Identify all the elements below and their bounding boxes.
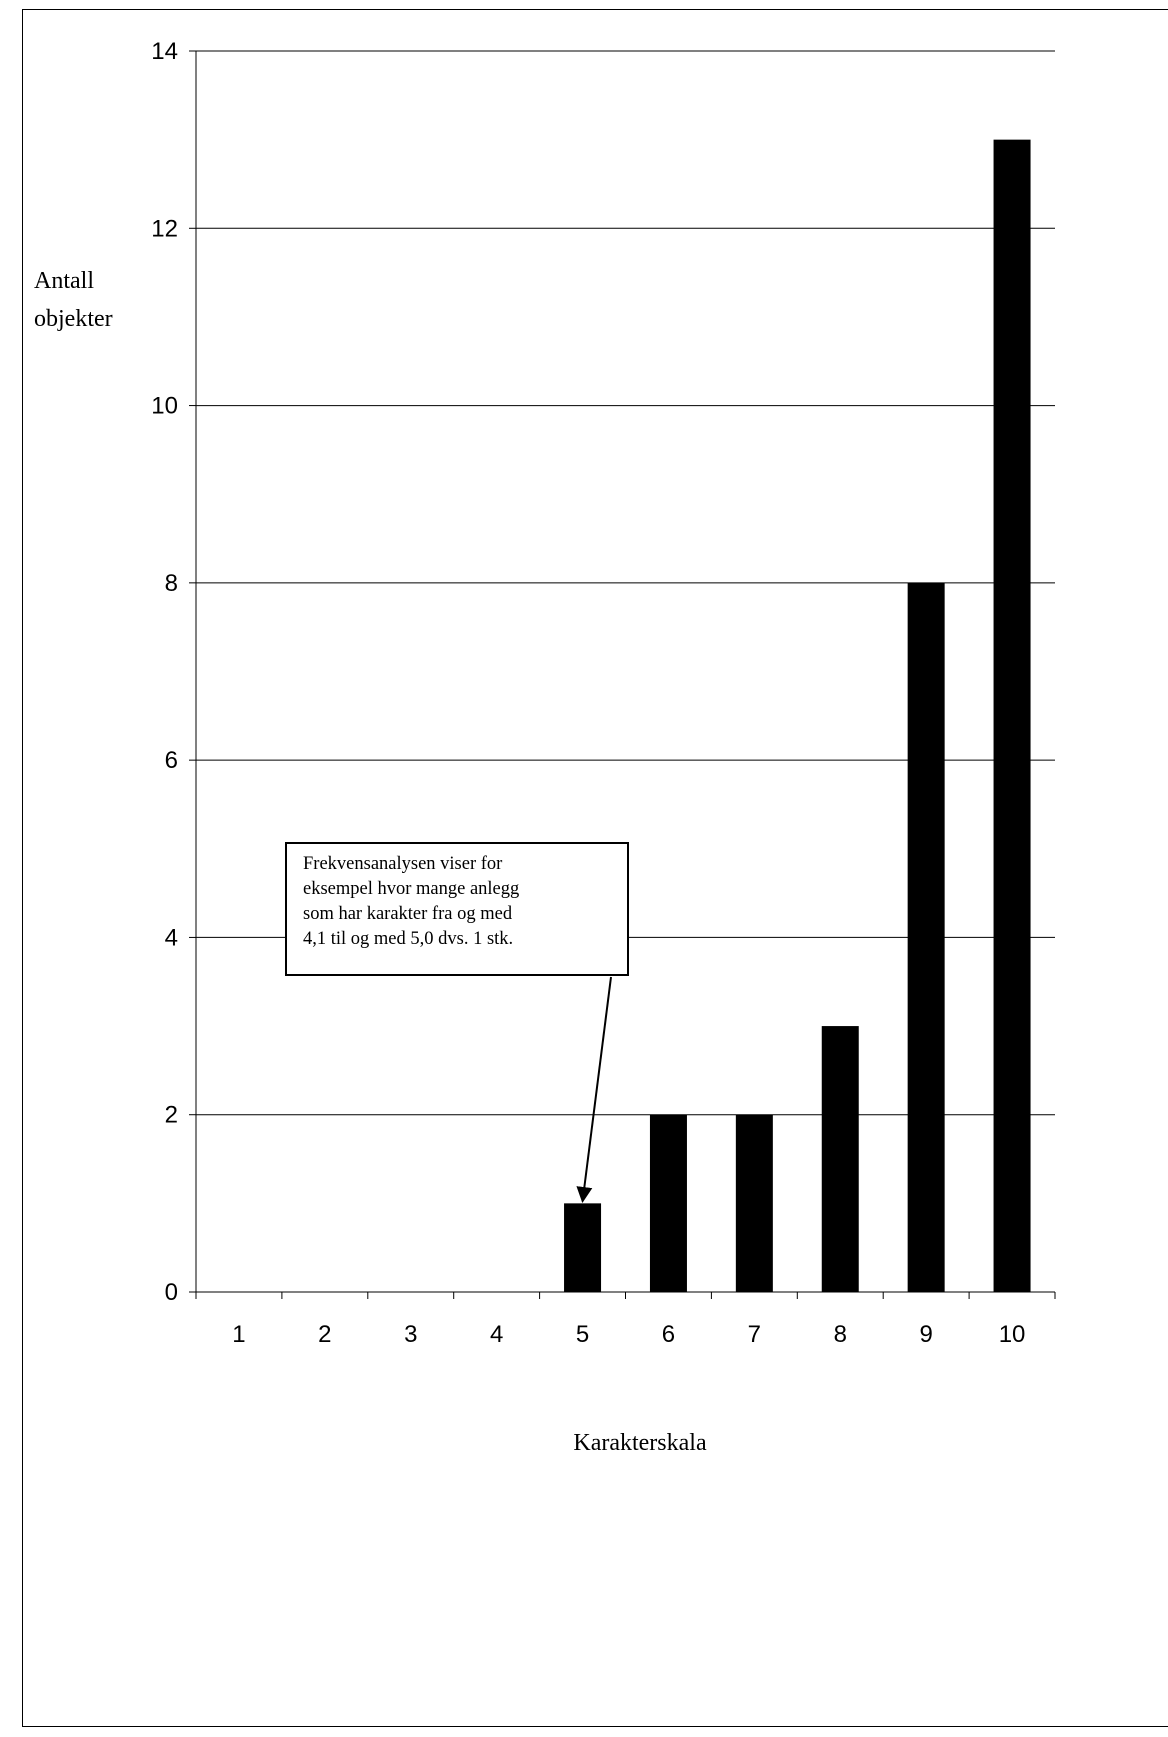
x-tick-label: 9: [919, 1321, 932, 1348]
x-tick-label: 3: [404, 1321, 417, 1348]
bar: [993, 139, 1031, 1293]
y-tick-label: 6: [165, 747, 178, 774]
y-axis-label-line: objekter: [34, 306, 113, 332]
y-tick-label: 14: [151, 38, 178, 65]
x-tick-label: 10: [999, 1321, 1026, 1348]
bar: [564, 1203, 602, 1292]
y-axis-label-line: Antall: [34, 268, 94, 294]
bar: [735, 1114, 773, 1292]
y-tick-label: 0: [165, 1279, 178, 1306]
axes: [189, 50, 1056, 1299]
y-tick-label: 2: [165, 1102, 178, 1129]
x-tick-label: 4: [490, 1321, 503, 1348]
annotation-line: som har karakter fra og med: [303, 904, 513, 924]
y-axis-label: Antall objekter: [34, 262, 144, 338]
y-tick-label: 8: [165, 570, 178, 597]
annotation-arrow: [576, 976, 612, 1203]
y-tick-label: 12: [151, 215, 178, 242]
annotation-line: eksempel hvor mange anlegg: [303, 879, 520, 899]
annotation-line: Frekvensanalysen viser for: [303, 854, 503, 874]
x-tick-label: 2: [318, 1321, 331, 1348]
x-tick-labels: 1 2 3 4 5 6 7 8 9 10: [232, 1321, 1025, 1348]
x-tick-label: 6: [662, 1321, 675, 1348]
bar: [907, 582, 945, 1292]
x-tick-label: 7: [748, 1321, 761, 1348]
bar: [649, 1114, 687, 1292]
bar: [821, 1026, 859, 1292]
x-tick-label: 1: [232, 1321, 245, 1348]
annotation-line: 4,1 til og med 5,0 dvs. 1 stk.: [303, 929, 514, 949]
y-tick-labels: 0 2 4 6 8 10 12 14: [151, 38, 178, 1306]
x-tick-label: 5: [576, 1321, 589, 1348]
bars: [564, 139, 1031, 1293]
x-tick-label: 8: [834, 1321, 847, 1348]
x-axis-label: Karakterskala: [573, 1430, 707, 1456]
y-tick-label: 10: [151, 393, 178, 420]
annotation-callout: Frekvensanalysen viser for eksempel hvor…: [285, 842, 629, 976]
y-tick-label: 4: [165, 924, 178, 951]
